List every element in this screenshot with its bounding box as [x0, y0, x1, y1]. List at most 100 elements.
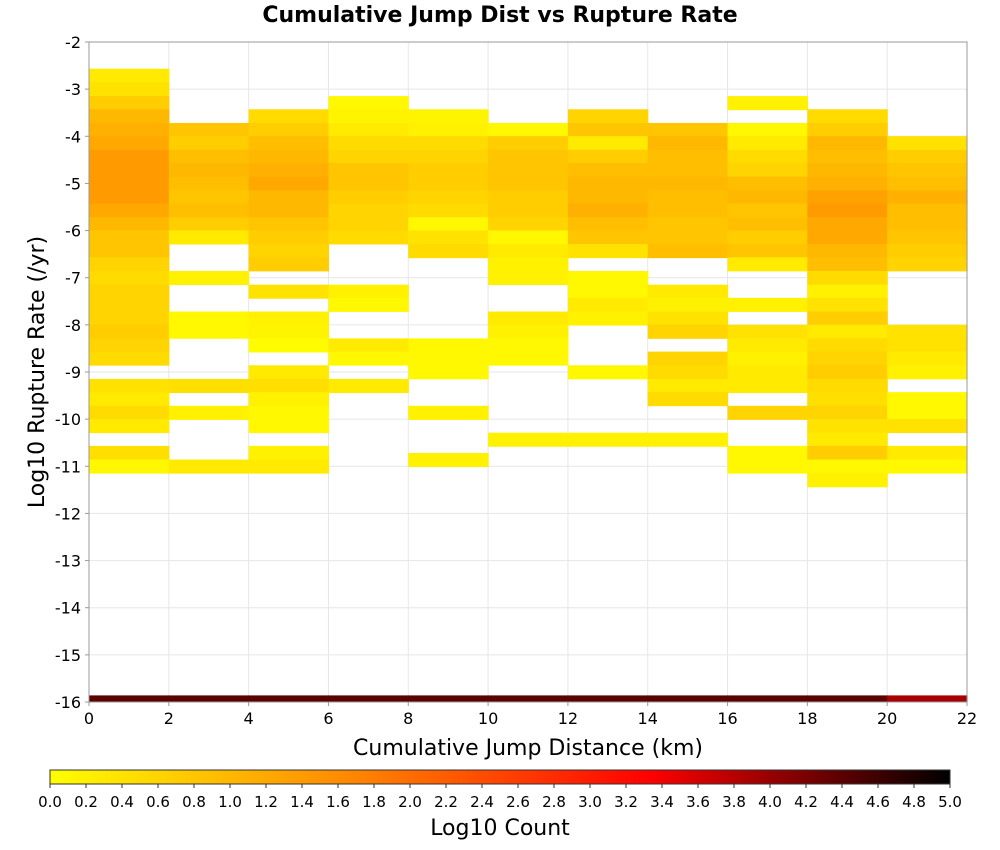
heatmap-cell	[89, 405, 170, 420]
heatmap-cell	[567, 136, 649, 151]
heatmap-cell	[408, 122, 489, 138]
x-tick-label: 4	[244, 709, 254, 728]
heatmap-cell	[248, 109, 330, 124]
heatmap-cell	[488, 149, 569, 164]
heatmap-cell	[488, 203, 569, 218]
heatmap-cell	[89, 311, 170, 326]
heatmap-baseline-cell	[328, 695, 409, 702]
heatmap-cell	[807, 432, 888, 447]
heatmap-baseline-cell	[488, 695, 569, 702]
heatmap-cell	[727, 217, 808, 232]
x-tick-label: 2	[164, 709, 174, 728]
heatmap-cell	[887, 392, 968, 407]
heatmap-cell	[887, 190, 968, 205]
y-tick-label: -7	[65, 269, 81, 288]
heatmap-cell	[89, 217, 170, 232]
heatmap-cell	[647, 351, 729, 366]
heatmap-cell	[248, 459, 330, 474]
heatmap-cell	[807, 392, 888, 407]
heatmap-cell	[89, 324, 170, 339]
colorbar-tick-label: 1.0	[218, 793, 242, 811]
heatmap-cell	[328, 149, 409, 164]
heatmap-cell	[89, 109, 170, 124]
heatmap-cell	[328, 176, 409, 191]
heatmap-cell	[168, 190, 250, 205]
heatmap-cell	[647, 163, 729, 178]
heatmap-cell	[89, 459, 170, 474]
heatmap-cell	[647, 432, 729, 447]
heatmap-cell	[408, 109, 489, 124]
heatmap-cell	[567, 311, 649, 326]
heatmap-cell	[887, 217, 968, 232]
y-axis-label: Log10 Rupture Rate (/yr)	[25, 236, 50, 508]
heatmap-cell	[807, 176, 888, 191]
heatmap-cell	[248, 163, 330, 178]
heatmap-cell	[168, 203, 250, 218]
colorbar-tick-label: 3.2	[614, 793, 638, 811]
heatmap-cell	[647, 203, 729, 218]
heatmap-cell	[887, 244, 968, 259]
heatmap-cell	[727, 445, 808, 460]
heatmap-cell	[647, 190, 729, 205]
x-tick-label: 0	[84, 709, 94, 728]
heatmap-cell	[408, 365, 489, 380]
heatmap-cell	[488, 432, 569, 447]
colorbar-tick-label: 2.4	[470, 793, 494, 811]
heatmap-cell	[248, 230, 330, 245]
heatmap-cell	[567, 244, 649, 259]
heatmap-cell	[647, 297, 729, 312]
heatmap-cell	[807, 473, 888, 488]
heatmap-cell	[567, 203, 649, 218]
heatmap-cell	[807, 190, 888, 205]
heatmap-baseline-cell	[408, 695, 489, 702]
heatmap-cell	[567, 297, 649, 312]
colorbar-tick-label: 1.6	[326, 793, 350, 811]
heatmap-cell	[887, 324, 968, 339]
heatmap-cell	[807, 459, 888, 474]
colorbar-tick-label: 5.0	[938, 793, 962, 811]
heatmap-cell	[328, 163, 409, 178]
heatmap-cell	[328, 378, 409, 394]
heatmap-cell	[168, 136, 250, 151]
colorbar-tick-label: 3.4	[650, 793, 674, 811]
heatmap-cell	[408, 217, 489, 232]
heatmap-cell	[807, 230, 888, 245]
colorbar-tick-label: 4.6	[866, 793, 890, 811]
heatmap-cell	[727, 244, 808, 259]
heatmap-cell	[488, 244, 569, 259]
heatmap-cell	[647, 149, 729, 164]
heatmap-cell	[168, 459, 250, 474]
heatmap-cells	[89, 68, 968, 702]
heatmap-cell	[168, 324, 250, 339]
y-tick-label: -2	[65, 33, 81, 52]
heatmap-cell	[328, 109, 409, 124]
colorbar-tick-label: 1.4	[290, 793, 314, 811]
colorbar-tick-label: 0.0	[38, 793, 62, 811]
y-tick-label: -9	[65, 363, 81, 382]
heatmap-cell	[887, 405, 968, 420]
heatmap-cell	[408, 230, 489, 245]
heatmap-cell	[647, 284, 729, 299]
heatmap-cell	[408, 176, 489, 191]
heatmap-baseline-cell	[168, 695, 250, 702]
y-tick-label: -14	[55, 599, 81, 618]
heatmap-cell	[727, 163, 808, 178]
heatmap-cell	[887, 230, 968, 245]
heatmap-cell	[887, 338, 968, 353]
heatmap-cell	[488, 351, 569, 366]
heatmap-cell	[807, 149, 888, 164]
heatmap-baseline-cell	[248, 695, 330, 702]
heatmap-cell	[168, 163, 250, 178]
heatmap-cell	[408, 163, 489, 178]
heatmap-cell	[567, 270, 649, 286]
heatmap-cell	[248, 405, 330, 420]
heatmap-cell	[89, 270, 170, 286]
heatmap-cell	[168, 405, 250, 420]
colorbar-tick-label: 3.0	[578, 793, 602, 811]
heatmap-cell	[248, 445, 330, 460]
heatmap-cell	[89, 190, 170, 205]
heatmap-cell	[807, 163, 888, 178]
colorbar-label: Log10 Count	[430, 816, 570, 841]
heatmap-cell	[488, 324, 569, 339]
heatmap-cell	[887, 459, 968, 474]
